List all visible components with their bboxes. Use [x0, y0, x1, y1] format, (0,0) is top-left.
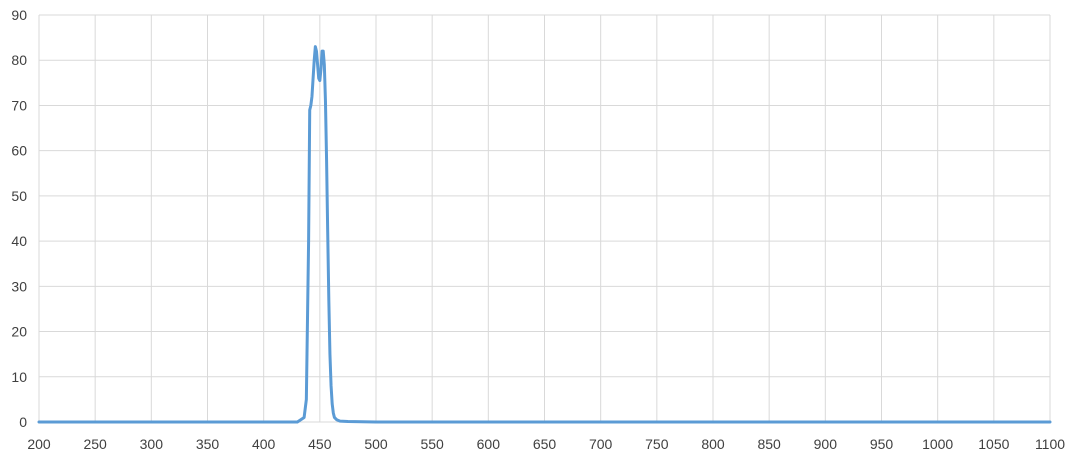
- y-tick-label: 80: [11, 52, 27, 68]
- grid: [38, 14, 1051, 423]
- x-tick-label: 300: [140, 436, 164, 452]
- y-tick-label: 20: [11, 324, 27, 340]
- y-tick-label: 30: [11, 278, 27, 294]
- series-line: [37, 45, 1052, 424]
- x-tick-label: 800: [701, 436, 725, 452]
- x-tick-label: 700: [589, 436, 613, 452]
- x-tick-label: 1000: [922, 436, 953, 452]
- x-tick-label: 450: [308, 436, 332, 452]
- y-tick-label: 60: [11, 143, 27, 159]
- y-axis-tick-labels: 0 10 20 30 40 50 60 70 80 90: [11, 7, 27, 430]
- x-tick-label: 1100: [1035, 436, 1065, 452]
- x-tick-label: 550: [420, 436, 444, 452]
- x-axis-tick-labels: 200 250 300 350 400 450 500 550 600 650 700 750 800 8…: [27, 436, 1065, 452]
- x-tick-label: 900: [814, 436, 838, 452]
- y-tick-label: 40: [11, 233, 27, 249]
- y-tick-label: 50: [11, 188, 27, 204]
- x-tick-label: 750: [645, 436, 669, 452]
- x-tick-label: 350: [196, 436, 220, 452]
- y-tick-label: 0: [19, 414, 27, 430]
- x-tick-label: 250: [83, 436, 107, 452]
- x-tick-label: 650: [533, 436, 557, 452]
- x-tick-label: 600: [477, 436, 501, 452]
- plot-area: [37, 45, 1052, 424]
- x-tick-label: 500: [364, 436, 388, 452]
- x-tick-label: 200: [27, 436, 51, 452]
- y-tick-label: 10: [11, 369, 27, 385]
- x-tick-label: 950: [870, 436, 894, 452]
- y-tick-label: 70: [11, 97, 27, 113]
- x-tick-label: 400: [252, 436, 276, 452]
- x-tick-label: 1050: [978, 436, 1009, 452]
- x-tick-label: 850: [757, 436, 781, 452]
- y-tick-label: 90: [11, 7, 27, 23]
